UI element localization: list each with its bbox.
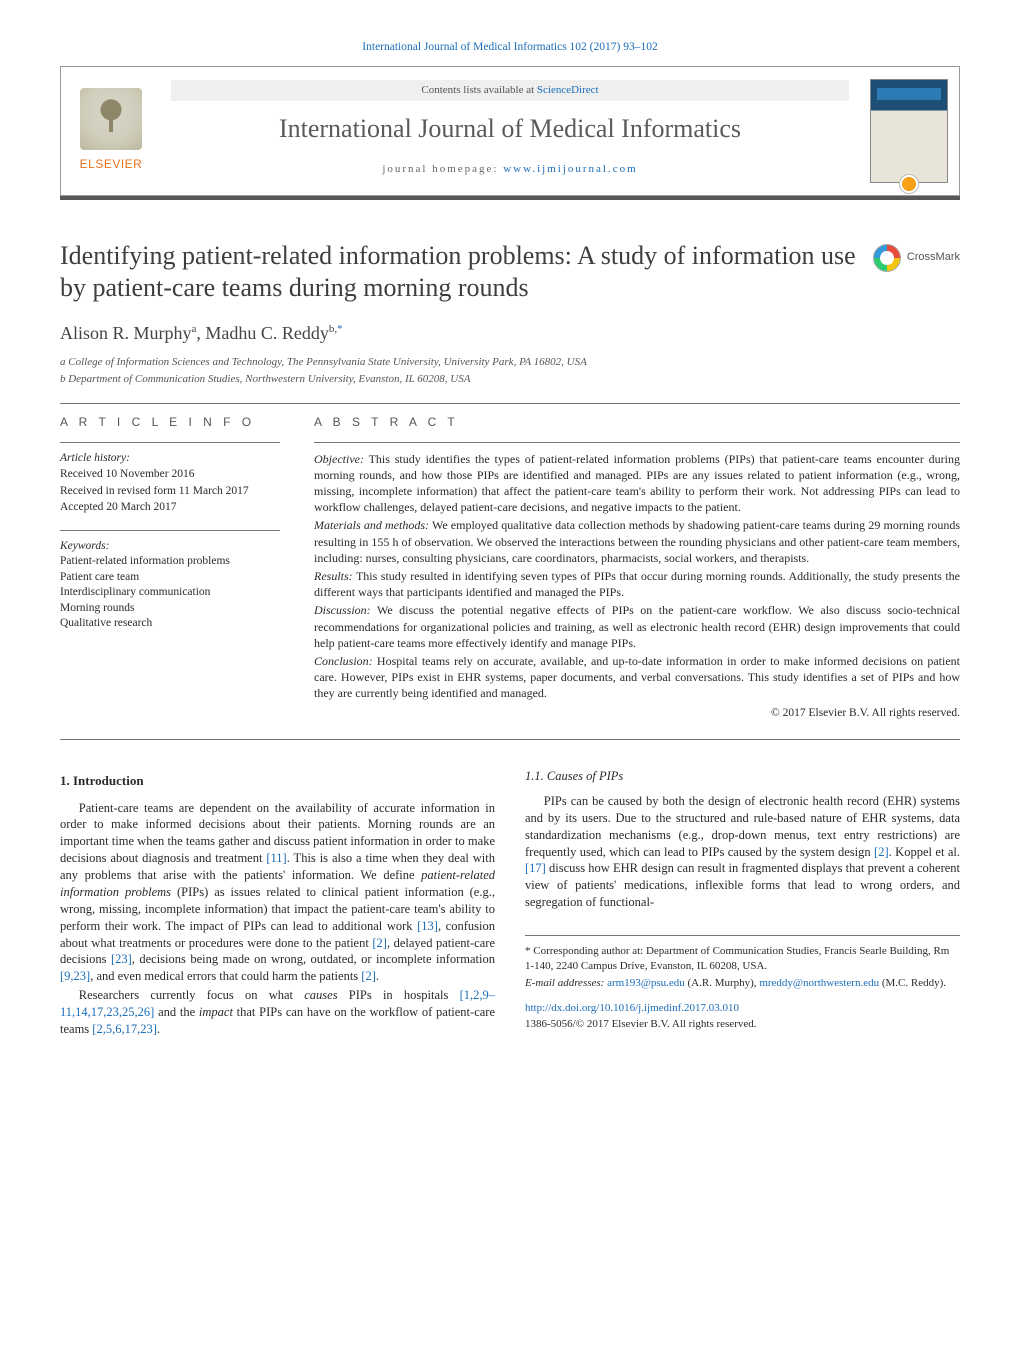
rule-below-abstract: [60, 739, 960, 740]
history-label: Article history:: [60, 451, 280, 467]
section-1-heading: 1. Introduction: [60, 772, 495, 790]
contents-prefix: Contents lists available at: [421, 84, 536, 96]
corresponding-marker: *: [337, 323, 343, 335]
abstract-heading: A B S T R A C T: [314, 414, 960, 430]
journal-homepage-link[interactable]: www.ijmijournal.com: [503, 163, 637, 175]
footnotes: * Corresponding author at: Department of…: [525, 935, 960, 1032]
abstract-results: Results: This study resulted in identify…: [314, 568, 960, 600]
ref-link[interactable]: [23]: [111, 952, 132, 966]
author-list: Alison R. Murphya, Madhu C. Reddyb,*: [60, 321, 960, 345]
article-info-col: A R T I C L E I N F O Article history: R…: [60, 414, 280, 722]
keywords-label: Keywords:: [60, 539, 280, 555]
crossmark-icon: [873, 244, 901, 272]
ref-link[interactable]: [9,23]: [60, 969, 90, 983]
author-1: Alison R. Murphy: [60, 323, 192, 343]
crossmark-label: CrossMark: [907, 250, 960, 265]
intro-para-2: Researchers currently focus on what caus…: [60, 987, 495, 1038]
article-history: Article history: Received 10 November 20…: [60, 442, 280, 516]
keyword: Morning rounds: [60, 601, 280, 617]
email-link-1[interactable]: arm193@psu.edu: [607, 977, 685, 989]
masthead-rule: [60, 196, 960, 200]
keyword: Patient care team: [60, 570, 280, 586]
abstract-body: Objective: This study identifies the typ…: [314, 442, 960, 721]
doi-block: http://dx.doi.org/10.1016/j.ijmedinf.201…: [525, 1001, 960, 1033]
issn-copyright: 1386-5056/© 2017 Elsevier B.V. All right…: [525, 1017, 960, 1032]
history-accepted: Accepted 20 March 2017: [60, 500, 280, 516]
ref-link[interactable]: [17]: [525, 861, 546, 875]
ref-link[interactable]: [11]: [266, 851, 286, 865]
ref-link[interactable]: [2]: [874, 845, 889, 859]
keyword: Interdisciplinary communication: [60, 585, 280, 601]
ref-link[interactable]: [2]: [372, 936, 387, 950]
abstract-methods: Materials and methods: We employed quali…: [314, 517, 960, 566]
email-link-2[interactable]: mreddy@northwestern.edu: [759, 977, 879, 989]
publisher-name: ELSEVIER: [80, 156, 143, 172]
crossmark-widget[interactable]: CrossMark: [873, 244, 960, 272]
affiliation-a: a College of Information Sciences and Te…: [60, 355, 960, 370]
contents-available-line: Contents lists available at ScienceDirec…: [171, 80, 849, 101]
doi-link[interactable]: http://dx.doi.org/10.1016/j.ijmedinf.201…: [525, 1002, 739, 1014]
history-received: Received 10 November 2016: [60, 467, 280, 483]
corresponding-footnote: * Corresponding author at: Department of…: [525, 944, 960, 974]
elsevier-tree-icon: [80, 88, 142, 150]
abstract-copyright: © 2017 Elsevier B.V. All rights reserved…: [314, 706, 960, 722]
email-label: E-mail addresses:: [525, 977, 607, 989]
ref-link[interactable]: [13]: [417, 919, 438, 933]
citation-link[interactable]: International Journal of Medical Informa…: [362, 41, 657, 53]
journal-masthead: ELSEVIER Contents lists available at Sci…: [60, 66, 960, 196]
open-access-icon: [899, 174, 919, 194]
article-title: Identifying patient-related information …: [60, 240, 860, 305]
article-info-heading: A R T I C L E I N F O: [60, 414, 280, 430]
ref-link[interactable]: [2,5,6,17,23]: [92, 1022, 157, 1036]
author-2-aff: b,*: [329, 323, 343, 335]
running-citation: International Journal of Medical Informa…: [60, 40, 960, 56]
sciencedirect-link[interactable]: ScienceDirect: [537, 84, 599, 96]
abstract-objective: Objective: This study identifies the typ…: [314, 451, 960, 516]
section-1-1-heading: 1.1. Causes of PIPs: [525, 768, 960, 785]
journal-cover-thumbnail: [870, 79, 948, 183]
abstract-conclusion: Conclusion: Hospital teams rely on accur…: [314, 653, 960, 702]
info-abstract-row: A R T I C L E I N F O Article history: R…: [60, 414, 960, 722]
abstract-col: A B S T R A C T Objective: This study id…: [314, 414, 960, 722]
ref-link[interactable]: [2]: [361, 969, 376, 983]
journal-homepage-line: journal homepage: www.ijmijournal.com: [171, 162, 849, 177]
publisher-logo-block: ELSEVIER: [61, 67, 161, 195]
author-2: Madhu C. Reddy: [205, 323, 329, 343]
keywords-block: Keywords: Patient-related information pr…: [60, 530, 280, 632]
rule-above-info: [60, 403, 960, 404]
cover-thumb-block: [859, 67, 959, 195]
abstract-discussion: Discussion: We discuss the potential neg…: [314, 602, 960, 651]
body-columns: 1. Introduction Patient-care teams are d…: [60, 768, 960, 1043]
history-revised: Received in revised form 11 March 2017: [60, 484, 280, 500]
keyword: Qualitative research: [60, 616, 280, 632]
affiliations: a College of Information Sciences and Te…: [60, 355, 960, 387]
intro-para-1: Patient-care teams are dependent on the …: [60, 800, 495, 986]
affiliation-b: b Department of Communication Studies, N…: [60, 372, 960, 387]
homepage-prefix: journal homepage:: [382, 163, 503, 175]
emph-impact: impact: [199, 1005, 233, 1019]
masthead-center: Contents lists available at ScienceDirec…: [161, 67, 859, 195]
journal-name: International Journal of Medical Informa…: [171, 111, 849, 146]
email-footnote: E-mail addresses: arm193@psu.edu (A.R. M…: [525, 976, 960, 991]
title-block: CrossMark Identifying patient-related in…: [60, 240, 960, 387]
causes-para-1: PIPs can be caused by both the design of…: [525, 793, 960, 911]
keyword: Patient-related information problems: [60, 554, 280, 570]
emph-causes: causes: [304, 988, 337, 1002]
